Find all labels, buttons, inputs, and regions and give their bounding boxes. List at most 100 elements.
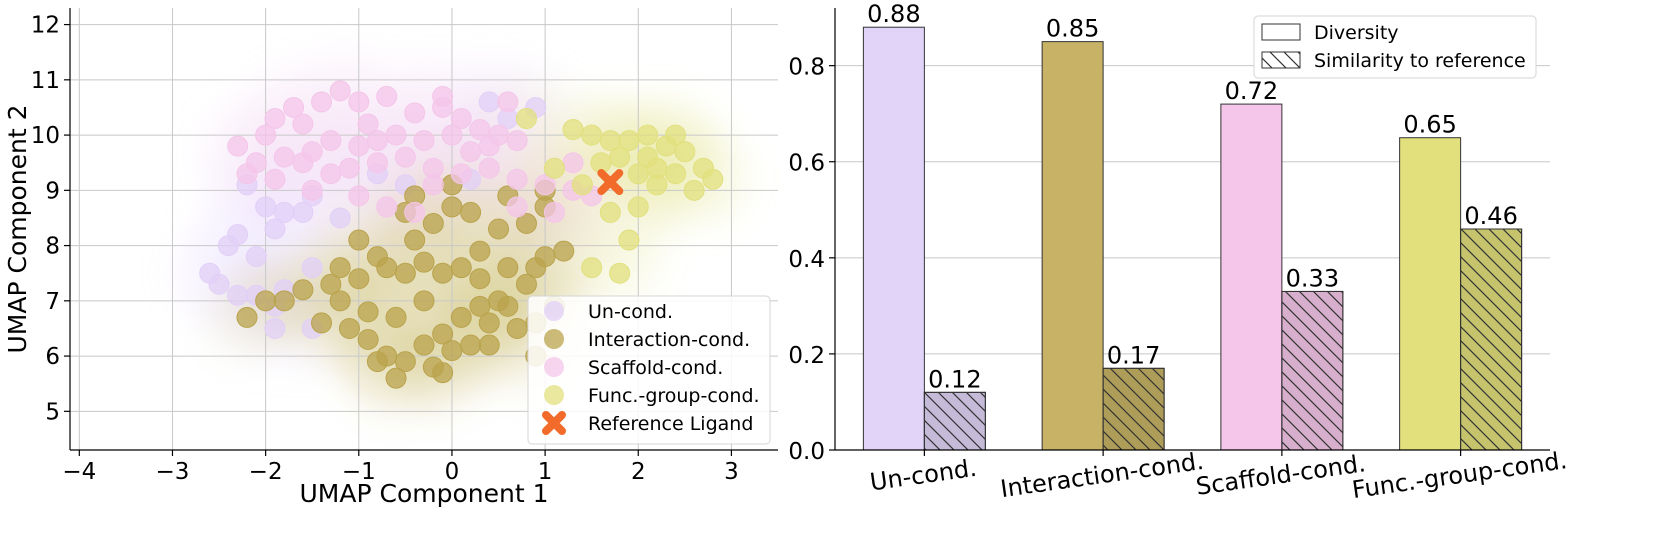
scatter-point-interaction-cond bbox=[413, 290, 435, 312]
scatter-point-interaction-cond bbox=[394, 351, 416, 373]
similarity-bar-hatch bbox=[1281, 290, 1344, 451]
scatter-point-interaction-cond bbox=[450, 306, 472, 328]
legend-label: Un-cond. bbox=[588, 301, 673, 323]
y-tick-label: 10 bbox=[31, 123, 60, 149]
scatter-point-func-group-cond bbox=[646, 174, 668, 196]
scatter-point-scaffold-cond bbox=[255, 124, 277, 146]
legend-label: Func.-group-cond. bbox=[588, 385, 760, 407]
scatter-point-func-group-cond bbox=[665, 163, 687, 185]
diversity-bar bbox=[1220, 103, 1283, 451]
scatter-point-func-group-cond bbox=[683, 179, 705, 201]
scatter-point-scaffold-cond bbox=[432, 85, 454, 107]
scatter-point-scaffold-cond bbox=[478, 135, 500, 157]
bar-y-tick-label: 0.2 bbox=[788, 343, 825, 369]
scatter-point-scaffold-cond bbox=[534, 174, 556, 196]
scatter-point-interaction-cond bbox=[385, 367, 407, 389]
legend-marker bbox=[544, 385, 564, 405]
scatter-point-func-group-cond bbox=[618, 229, 640, 251]
scatter-point-interaction-cond bbox=[404, 229, 426, 251]
scatter-point-scaffold-cond bbox=[394, 146, 416, 168]
scatter-point-scaffold-cond bbox=[301, 179, 323, 201]
umap-legend: Un-cond. Interaction-cond. Scaffold-cond. F… bbox=[527, 295, 771, 445]
scatter-point-interaction-cond bbox=[385, 306, 407, 328]
similarity-bar-hatch bbox=[1102, 367, 1165, 451]
scatter-point-interaction-cond bbox=[488, 218, 510, 240]
scatter-point-func-group-cond bbox=[637, 146, 659, 168]
scatter-point-un-cond bbox=[227, 284, 249, 306]
bar-y-tick-label: 0.4 bbox=[788, 247, 825, 273]
bar-value-label: 0.85 bbox=[1046, 15, 1099, 43]
scatter-point-scaffold-cond bbox=[264, 168, 286, 190]
scatter-point-interaction-cond bbox=[320, 273, 342, 295]
bar-value-label: 0.12 bbox=[928, 365, 981, 393]
x-tick-label: 0 bbox=[445, 459, 460, 485]
x-tick-label: −4 bbox=[62, 459, 96, 485]
y-tick-label: 7 bbox=[45, 289, 60, 315]
umap-points bbox=[199, 80, 724, 389]
scatter-point-un-cond bbox=[217, 235, 239, 257]
y-axis-title: UMAP Component 2 bbox=[3, 105, 32, 354]
bar-category-label: Interaction-cond. bbox=[999, 447, 1206, 503]
scatter-point-un-cond bbox=[208, 273, 230, 295]
bar-legend-swatch-hatch bbox=[1261, 51, 1301, 69]
y-tick-label: 8 bbox=[45, 234, 60, 260]
legend-marker bbox=[544, 357, 564, 377]
scatter-point-interaction-cond bbox=[357, 329, 379, 350]
scatter-point-scaffold-cond bbox=[376, 85, 398, 107]
scatter-point-scaffold-cond bbox=[497, 91, 519, 113]
scatter-point-scaffold-cond bbox=[348, 91, 370, 113]
scatter-point-interaction-cond bbox=[553, 240, 575, 262]
scatter-point-interaction-cond bbox=[292, 279, 314, 301]
scatter-point-scaffold-cond bbox=[562, 152, 584, 174]
scatter-point-interaction-cond bbox=[497, 295, 519, 317]
scatter-point-func-group-cond bbox=[515, 108, 537, 129]
scatter-point-interaction-cond bbox=[348, 268, 370, 290]
reference-ligand-marker bbox=[597, 169, 624, 196]
scatter-point-interaction-cond bbox=[357, 301, 379, 323]
scatter-point-scaffold-cond bbox=[404, 102, 426, 124]
scatter-point-scaffold-cond bbox=[348, 135, 370, 157]
bar-value-label: 0.46 bbox=[1464, 202, 1517, 230]
scatter-point-scaffold-cond bbox=[376, 196, 398, 218]
bar-marks: 0.88 0.12 0.85 0.17 0.72 0.33 0.65 0.46 bbox=[862, 0, 1523, 451]
bar-legend-label: Similarity to reference bbox=[1314, 50, 1526, 72]
diversity-bar bbox=[1041, 41, 1104, 451]
scatter-point-scaffold-cond bbox=[338, 157, 360, 179]
scatter-point-interaction-cond bbox=[515, 273, 537, 295]
scatter-point-scaffold-cond bbox=[543, 201, 565, 223]
x-tick-label: 3 bbox=[724, 459, 739, 485]
scatter-point-un-cond bbox=[478, 91, 500, 113]
scatter-point-scaffold-cond bbox=[320, 163, 342, 185]
scatter-point-un-cond bbox=[264, 218, 286, 240]
scatter-point-interaction-cond bbox=[366, 351, 388, 373]
scatter-point-func-group-cond bbox=[702, 168, 724, 190]
scatter-point-scaffold-cond bbox=[320, 130, 342, 152]
scatter-point-interaction-cond bbox=[432, 262, 454, 284]
scatter-point-interaction-cond bbox=[255, 290, 277, 312]
scatter-point-scaffold-cond bbox=[329, 80, 351, 102]
scatter-point-interaction-cond bbox=[338, 317, 360, 339]
scatter-point-scaffold-cond bbox=[236, 163, 258, 185]
x-axis-title: UMAP Component 1 bbox=[300, 479, 549, 508]
scatter-point-interaction-cond bbox=[478, 312, 500, 334]
scatter-point-scaffold-cond bbox=[292, 152, 314, 174]
x-tick-label: −3 bbox=[156, 459, 190, 485]
x-tick-label: −1 bbox=[342, 459, 376, 485]
scatter-point-interaction-cond bbox=[469, 268, 491, 290]
bar-legend: Diversity Similarity to reference bbox=[1253, 15, 1537, 79]
scatter-point-un-cond bbox=[329, 207, 351, 229]
bar-legend-box bbox=[1253, 15, 1537, 79]
scatter-point-scaffold-cond bbox=[273, 146, 295, 168]
scatter-point-interaction-cond bbox=[422, 212, 444, 234]
bar-value-label: 0.72 bbox=[1225, 77, 1278, 105]
scatter-point-func-group-cond bbox=[627, 196, 649, 218]
scatter-point-un-cond bbox=[245, 246, 267, 268]
scatter-point-scaffold-cond bbox=[450, 163, 472, 185]
bar-category-label: Un-cond. bbox=[868, 454, 978, 497]
scatter-point-func-group-cond bbox=[571, 174, 593, 196]
scatter-point-interaction-cond bbox=[460, 201, 482, 223]
x-tick-label: 1 bbox=[538, 459, 553, 485]
scatter-point-func-group-cond bbox=[609, 146, 631, 168]
scatter-point-scaffold-cond bbox=[478, 157, 500, 179]
